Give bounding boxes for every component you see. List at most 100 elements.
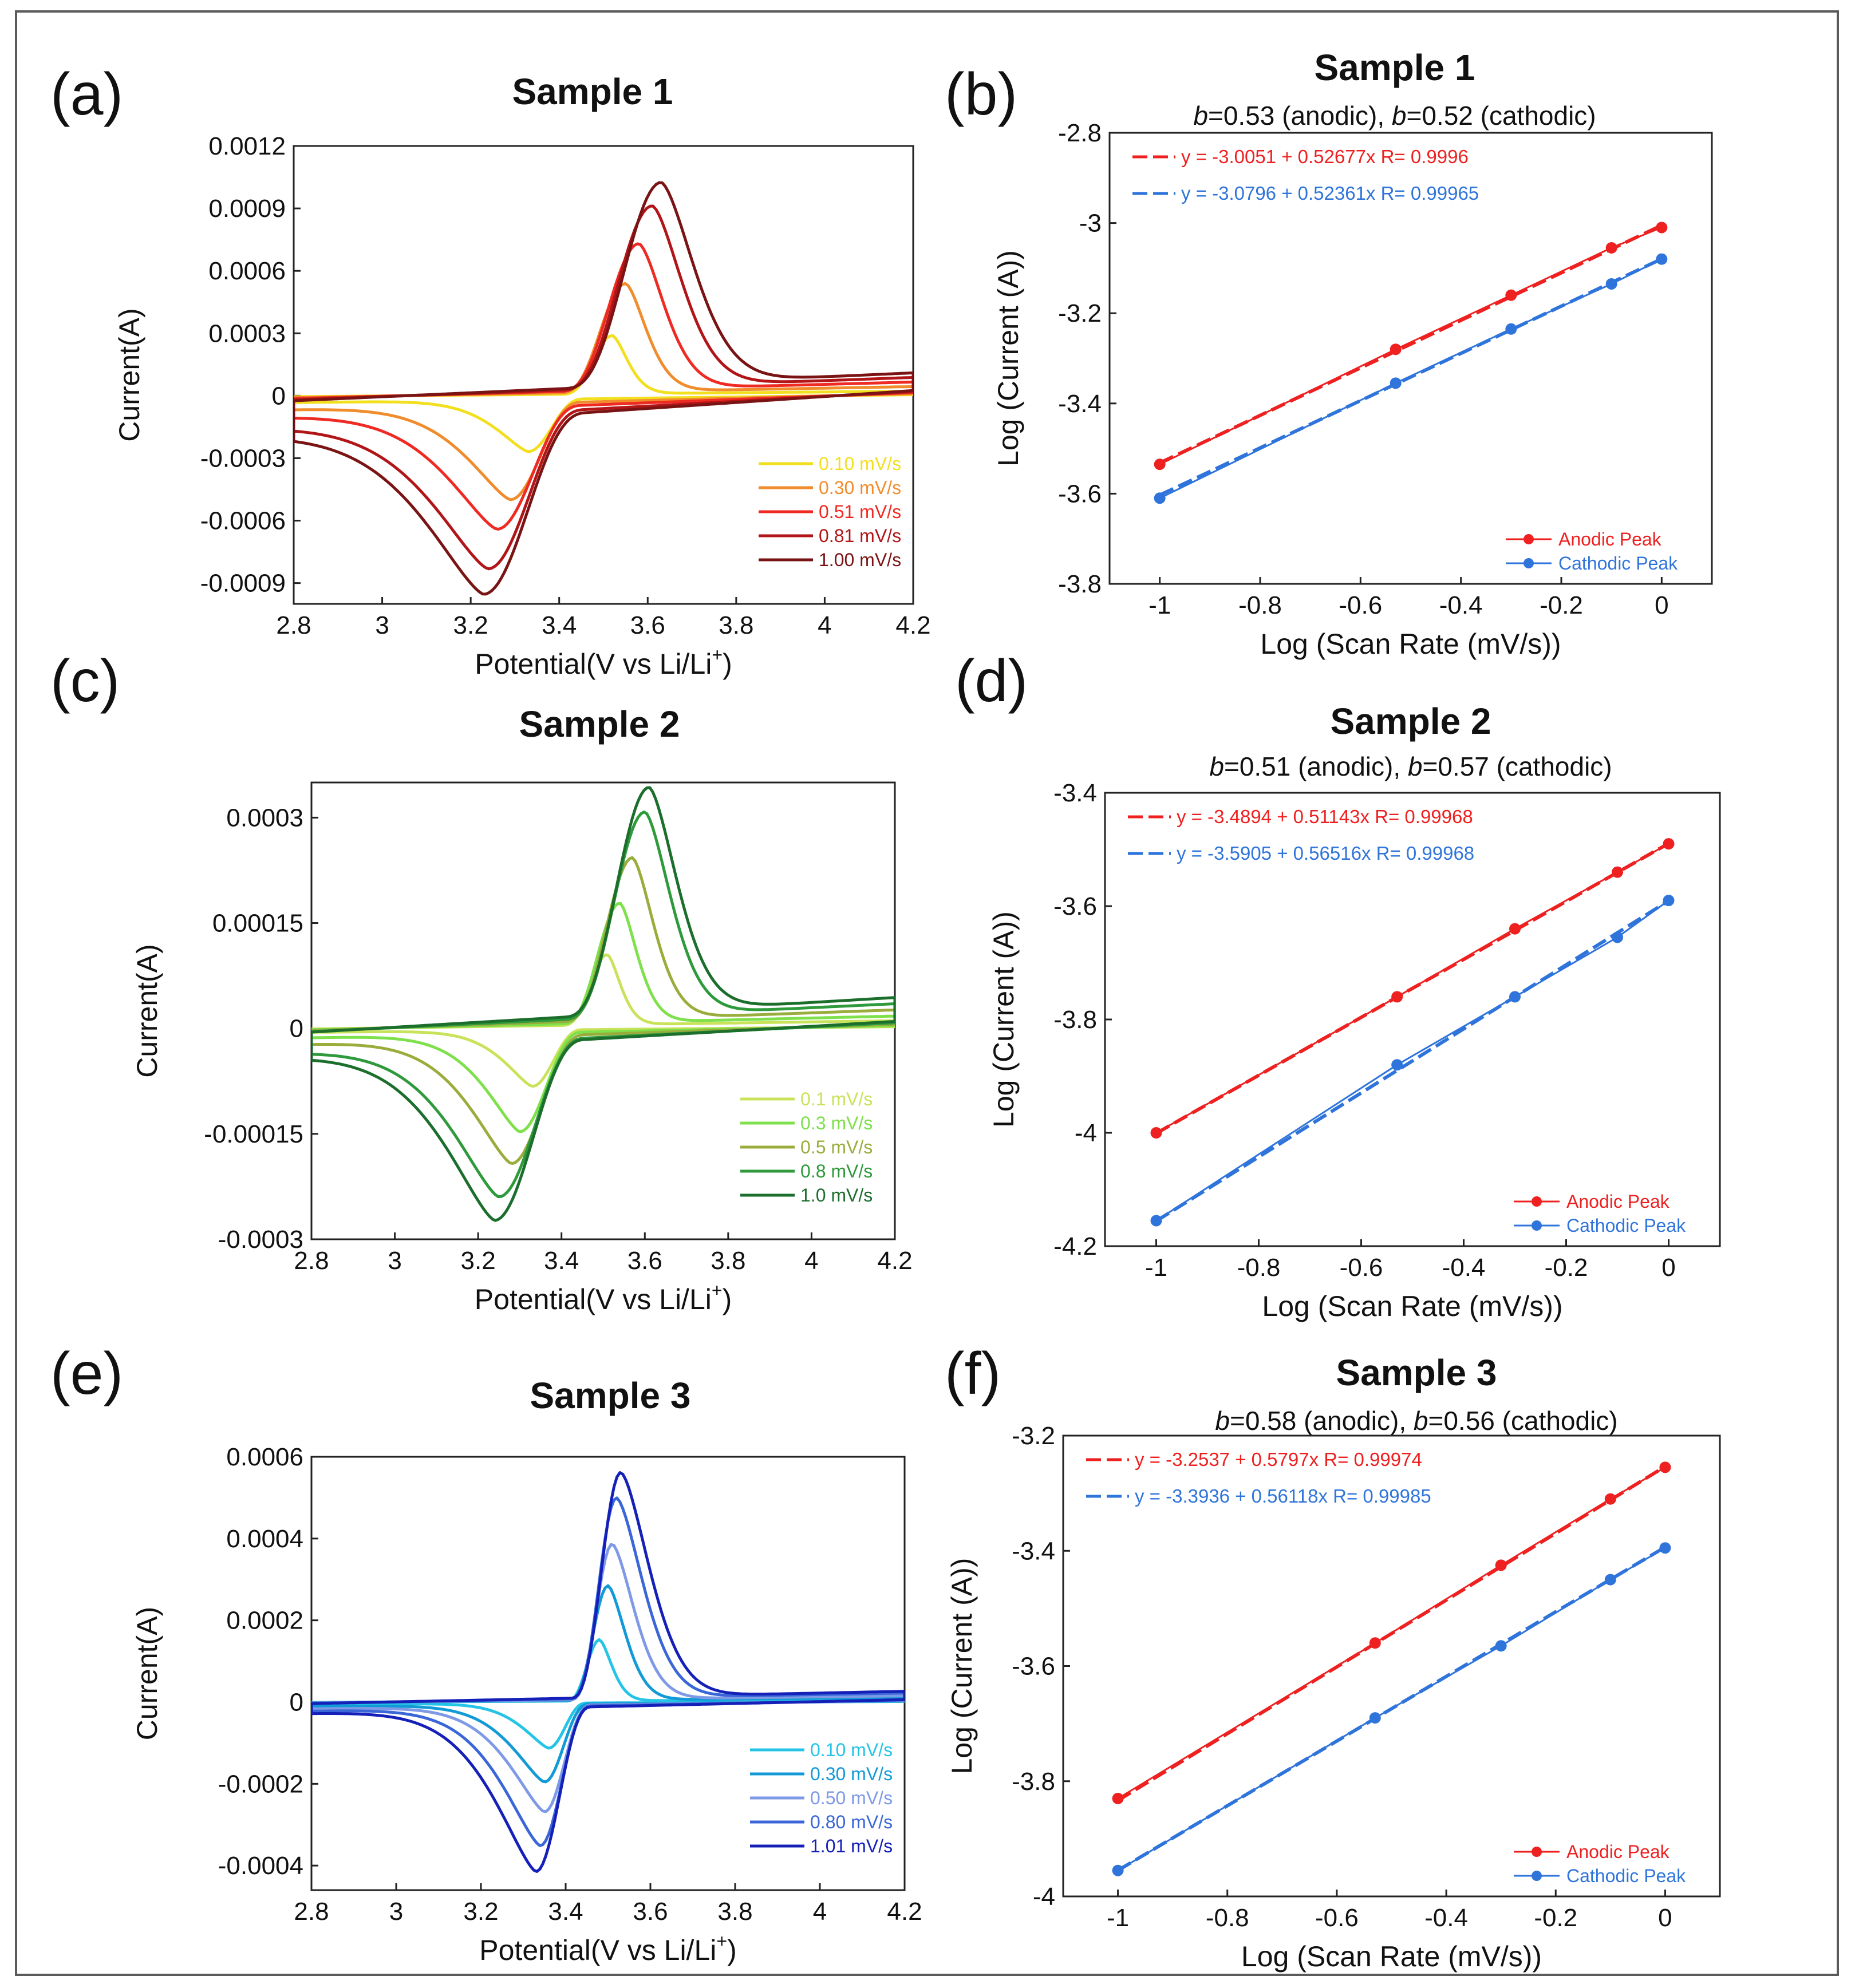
fit-equation: y = -3.0051 + 0.52677x R= 0.9996 bbox=[1181, 146, 1469, 167]
y-tick-label: 0.0012 bbox=[208, 132, 286, 160]
y-tick-label: 0.0009 bbox=[208, 195, 286, 223]
fit-equation: y = -3.4894 + 0.51143x R= 0.99968 bbox=[1177, 806, 1473, 827]
panel-a: (a) Sample 1 2.8 3 3.2 3.4 3.6 3.8 4 4.2 0.0012 0.0… bbox=[50, 61, 931, 680]
legend-label: 0.1 mV/s bbox=[800, 1089, 873, 1109]
y-tick-label: -0.0002 bbox=[218, 1770, 303, 1798]
cv-curve bbox=[294, 181, 913, 596]
data-point bbox=[1154, 492, 1166, 504]
y-tick-label: -4 bbox=[1033, 1883, 1055, 1911]
subtitle-text: =0.52 (cathodic) bbox=[1406, 101, 1596, 131]
data-point bbox=[1604, 1493, 1616, 1505]
subtitle-text: =0.58 (anodic), bbox=[1230, 1406, 1414, 1436]
x-tick-label: 0 bbox=[1661, 1254, 1675, 1282]
x-tick-label: 2.8 bbox=[294, 1247, 329, 1275]
data-point bbox=[1656, 222, 1668, 234]
x-axis-title: Potential(V vs Li/Li+) bbox=[479, 1931, 736, 1966]
x-tick-label: -0.4 bbox=[1442, 1254, 1486, 1282]
y-axis-title: Current(A) bbox=[131, 1607, 163, 1740]
panel-letter: (a) bbox=[50, 61, 123, 128]
panel-subtitle: b=0.51 (anodic), b=0.57 (cathodic) bbox=[1209, 752, 1612, 781]
y-tick-label: -2.8 bbox=[1058, 119, 1102, 147]
legend-label: 0.81 mV/s bbox=[819, 525, 901, 546]
x-axis-title: Log (Scan Rate (mV/s)) bbox=[1260, 628, 1561, 660]
fit-equation: y = -3.0796 + 0.52361x R= 0.99965 bbox=[1181, 183, 1479, 204]
y-tick-label: -0.0009 bbox=[200, 570, 286, 598]
x-axis-title-sup: + bbox=[712, 1280, 723, 1301]
legend-marker bbox=[1532, 1871, 1542, 1881]
legend-label: 0.10 mV/s bbox=[819, 453, 901, 474]
y-tick-label: -3.8 bbox=[1012, 1768, 1055, 1796]
data-point bbox=[1505, 323, 1517, 335]
y-tick-label: 0.0004 bbox=[226, 1525, 303, 1553]
data-point bbox=[1663, 838, 1675, 850]
data-line bbox=[1117, 1547, 1666, 1871]
plot-frame bbox=[1108, 132, 1713, 585]
legend-label: 0.10 mV/s bbox=[810, 1740, 893, 1760]
panel-letter: (f) bbox=[945, 1341, 1001, 1407]
x-axis-title-sup: + bbox=[712, 645, 723, 665]
x-tick-label: 4 bbox=[813, 1898, 827, 1926]
data-point bbox=[1509, 991, 1521, 1003]
cv-curve bbox=[311, 811, 895, 1199]
subtitle-text: =0.57 (cathodic) bbox=[1422, 752, 1612, 781]
data-point bbox=[1495, 1559, 1507, 1571]
y-axis-title: Current(A) bbox=[131, 944, 163, 1077]
y-tick-label: -3.8 bbox=[1058, 570, 1102, 598]
x-axis-title: Potential(V vs Li/Li+) bbox=[475, 1280, 732, 1315]
legend-label: Anodic Peak bbox=[1558, 529, 1662, 550]
y-tick-label: 0.00015 bbox=[212, 910, 303, 938]
y-tick-label: -0.0003 bbox=[218, 1226, 303, 1254]
subtitle-text: =0.56 (cathodic) bbox=[1428, 1406, 1617, 1436]
subtitle-italic-b: b bbox=[1209, 752, 1224, 781]
plot-frame bbox=[310, 1456, 906, 1891]
y-tick-label: 0.0003 bbox=[208, 319, 286, 347]
x-tick-label: 0 bbox=[1658, 1904, 1672, 1932]
data-line bbox=[1155, 843, 1670, 1134]
legend-label: 0.5 mV/s bbox=[800, 1137, 873, 1157]
data-point bbox=[1505, 289, 1517, 301]
y-tick-label: -0.00015 bbox=[204, 1120, 303, 1148]
y-tick-label: -0.0004 bbox=[218, 1852, 303, 1880]
x-tick-label: 2.8 bbox=[294, 1898, 329, 1926]
x-tick-label: 0 bbox=[1655, 591, 1668, 619]
x-tick-label: 3.4 bbox=[548, 1898, 583, 1926]
legend-label: 1.0 mV/s bbox=[800, 1185, 873, 1206]
x-axis-title: Potential(V vs Li/Li+) bbox=[475, 645, 732, 680]
x-axis-title-main: Potential(V vs Li/Li bbox=[475, 1283, 712, 1315]
data-point bbox=[1605, 278, 1617, 290]
x-axis-title-end: ) bbox=[723, 1283, 732, 1315]
series-group bbox=[311, 1471, 905, 1873]
x-tick-label: -0.8 bbox=[1237, 1254, 1281, 1282]
subtitle-italic-b: b bbox=[1408, 752, 1423, 781]
y-tick-label: -3.8 bbox=[1053, 1006, 1097, 1034]
data-point bbox=[1150, 1215, 1162, 1227]
panel-letter: (b) bbox=[945, 61, 1017, 128]
x-tick-label: -0.6 bbox=[1339, 591, 1382, 619]
data-point bbox=[1612, 931, 1623, 943]
fit-line bbox=[1155, 899, 1670, 1223]
series-group bbox=[311, 786, 895, 1222]
x-tick-label: 3.8 bbox=[719, 611, 753, 639]
y-axis-title: Current(A) bbox=[113, 308, 145, 441]
subtitle-italic-b: b bbox=[1414, 1406, 1428, 1436]
x-tick-label: 3.4 bbox=[544, 1247, 579, 1275]
panel-c: (c) Sample 2 2.8 3 3.2 3.4 3.6 3.8 4 4.2 0.0003 0.0… bbox=[50, 648, 913, 1315]
fit-equation: y = -3.5905 + 0.56516x R= 0.99968 bbox=[1177, 843, 1474, 864]
x-tick-label: 3.2 bbox=[463, 1898, 498, 1926]
data-point bbox=[1656, 253, 1668, 265]
data-point bbox=[1495, 1640, 1507, 1652]
data-point bbox=[1391, 991, 1403, 1003]
y-tick-label: -0.0003 bbox=[200, 444, 286, 472]
x-axis-title-main: Potential(V vs Li/Li bbox=[475, 648, 712, 680]
x-tick-label: -1 bbox=[1107, 1904, 1129, 1932]
y-tick-label: -3.2 bbox=[1012, 1422, 1055, 1450]
cv-curve bbox=[311, 902, 895, 1133]
panel-title: Sample 3 bbox=[530, 1375, 690, 1416]
legend-label: 0.30 mV/s bbox=[810, 1764, 893, 1784]
x-tick-label: 3.6 bbox=[633, 1898, 668, 1926]
x-tick-label: 4.2 bbox=[877, 1247, 912, 1275]
panel-title: Sample 1 bbox=[1314, 47, 1475, 88]
x-tick-label: 3.2 bbox=[453, 611, 488, 639]
panel-letter: (c) bbox=[50, 648, 120, 714]
legend-label: 0.30 mV/s bbox=[819, 477, 901, 498]
